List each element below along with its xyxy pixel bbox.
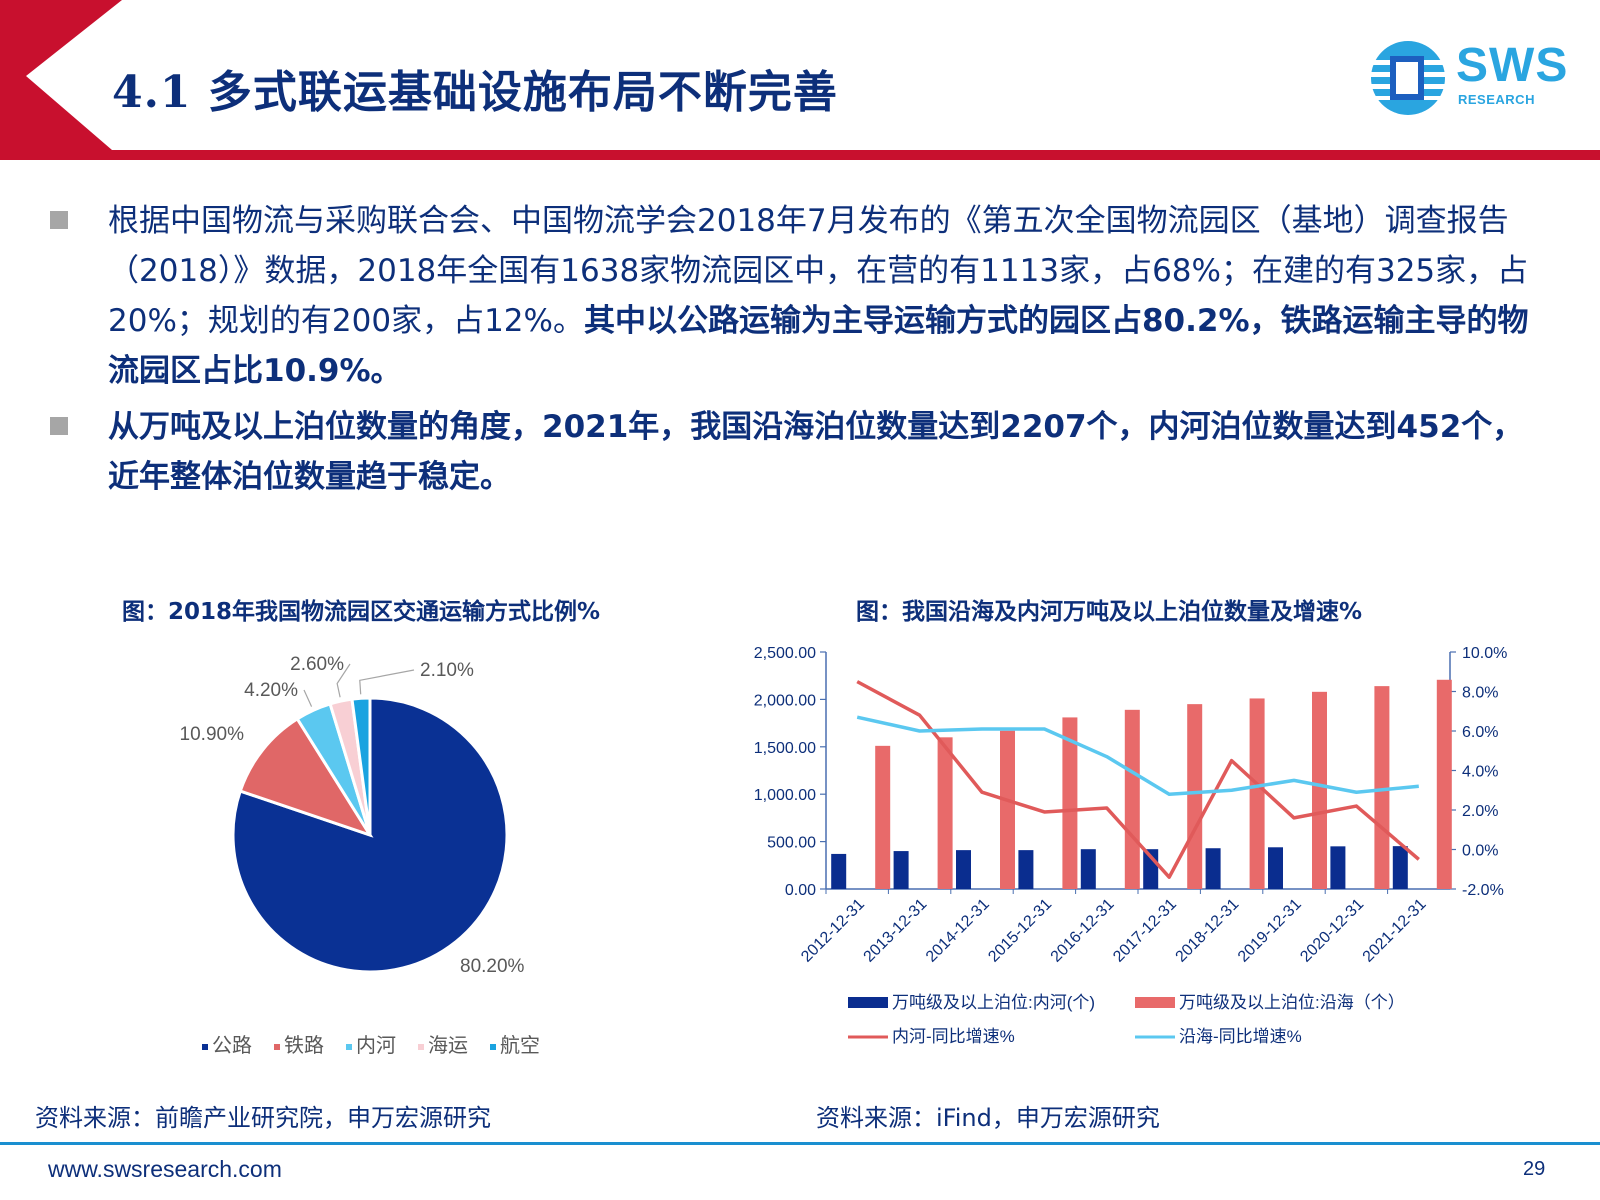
- right-tick-label: 6.0%: [1462, 724, 1498, 741]
- bar-inland: [1205, 848, 1221, 889]
- right-tick-label: 0.0%: [1462, 843, 1498, 860]
- bar-inland: [1080, 849, 1096, 889]
- page-title: 4.1 多式联运基础设施布局不断完善: [112, 67, 838, 118]
- combo-chart: 0.00 500.00 1,000.00 1,500.00 2,000.00 2,500.…: [754, 645, 1508, 1046]
- x-tick-label: 2021-12-31: [1360, 896, 1430, 966]
- pie-chart: 80.20% 10.90% 4.20% 2.60% 2.10% 公路 铁路 内河 海运 航空: [180, 654, 540, 1057]
- footer-divider: [0, 1142, 1600, 1145]
- bar-inland: [893, 851, 909, 889]
- pie-value-label: 4.20%: [244, 680, 298, 701]
- left-tick-label: 1,500.00: [754, 740, 816, 757]
- footer-url: www.swsresearch.com: [48, 1156, 282, 1182]
- combo-chart-title: 图：我国沿海及内河万吨及以上泊位数量及增速%: [856, 599, 1363, 625]
- right-tick-label: -2.0%: [1462, 882, 1504, 899]
- pie-leader-line: [303, 689, 313, 707]
- legend-label: 沿海-同比增速%: [1179, 1027, 1302, 1046]
- logo-wordmark: SWS: [1456, 39, 1569, 92]
- bar-inland: [1330, 846, 1346, 889]
- bar-inland: [1018, 850, 1034, 889]
- pie-leader-line: [359, 669, 415, 695]
- right-tick-label: 10.0%: [1462, 645, 1507, 662]
- left-tick-label: 0.00: [785, 882, 816, 899]
- bar-coastal: [1436, 679, 1452, 889]
- legend-bar-swatch: [1135, 997, 1175, 1008]
- legend-marker: [490, 1044, 496, 1050]
- bar-inland: [1268, 847, 1283, 889]
- legend-marker: [346, 1044, 352, 1050]
- bar-coastal: [937, 737, 953, 889]
- pie-leader-line: [336, 663, 351, 698]
- legend-label: 万吨级及以上泊位:沿海（个）: [1179, 993, 1405, 1012]
- x-tick-label: 2016-12-31: [1048, 896, 1118, 966]
- bullet-text: 根据中国物流与采购联合会、中国物流学会2018年7月发布的《第五次全国物流园区（…: [108, 203, 1529, 339]
- page-number: 29: [1523, 1158, 1546, 1180]
- left-tick-label: 500.00: [767, 835, 816, 852]
- right-tick-label: 4.0%: [1462, 764, 1498, 781]
- pie-source: 资料来源：前瞻产业研究院，申万宏源研究: [35, 1104, 491, 1132]
- pie-value-label: 2.10%: [420, 660, 474, 681]
- pie-chart-title: 图：2018年我国物流园区交通运输方式比例%: [122, 599, 601, 625]
- bullet-item: 从万吨及以上泊位数量的角度，2021年，我国沿海泊位数量达到2207个，内河泊位…: [50, 402, 1550, 502]
- legend-label: 内河: [356, 1034, 396, 1057]
- bar-inland: [956, 850, 971, 889]
- bar-inland: [1392, 846, 1408, 889]
- logo-subtext: RESEARCH: [1458, 92, 1535, 107]
- pie-value-label: 2.60%: [290, 654, 344, 675]
- legend-marker: [418, 1044, 424, 1050]
- x-tick-label: 2012-12-31: [798, 896, 868, 966]
- legend-marker: [274, 1044, 280, 1050]
- pie-value-label: 10.90%: [180, 724, 245, 745]
- pie-slice-铁路: [238, 716, 374, 838]
- x-tick-label: 2020-12-31: [1297, 896, 1367, 966]
- line-coastal-growth: [856, 715, 1419, 796]
- left-tick-label: 2,000.00: [754, 692, 816, 709]
- x-tick-label: 2019-12-31: [1235, 896, 1305, 966]
- bullet-bold-text: 其中以公路运输为主导运输方式的园区占80.2%，铁路运输主导的物流园区占比10.…: [108, 303, 1529, 389]
- legend-label: 万吨级及以上泊位:内河(个): [892, 993, 1095, 1012]
- bar-inland: [831, 853, 847, 889]
- legend-bar-swatch: [848, 997, 888, 1008]
- pie-value-label: 80.20%: [460, 956, 525, 977]
- legend-label: 航空: [500, 1034, 540, 1057]
- bar-coastal: [1062, 717, 1078, 889]
- x-tick-label: 2015-12-31: [985, 896, 1055, 966]
- x-tick-label: 2018-12-31: [1173, 896, 1243, 966]
- left-tick-label: 2,500.00: [754, 645, 816, 662]
- combo-source: 资料来源：iFind，申万宏源研究: [816, 1104, 1160, 1132]
- bar-coastal: [1187, 704, 1203, 889]
- bar-coastal: [1000, 730, 1015, 889]
- legend-label: 内河-同比增速%: [892, 1027, 1015, 1046]
- pie-slice-航空: [350, 696, 372, 836]
- x-tick-label: 2013-12-31: [861, 896, 931, 966]
- x-tick-label: 2017-12-31: [1110, 896, 1180, 966]
- x-tick-label: 2014-12-31: [923, 896, 993, 966]
- bullet-square-icon: [50, 211, 68, 229]
- legend-label: 海运: [428, 1034, 468, 1057]
- line-inland-growth: [856, 680, 1420, 879]
- bar-coastal: [1374, 686, 1390, 889]
- bullet-bold-text: 从万吨及以上泊位数量的角度，2021年，我国沿海泊位数量达到2207个，内河泊位…: [108, 409, 1524, 495]
- left-tick-label: 1,000.00: [754, 787, 816, 804]
- right-tick-label: 8.0%: [1462, 685, 1498, 702]
- legend-marker: [202, 1044, 208, 1050]
- legend-label: 公路: [212, 1034, 252, 1057]
- bullet-square-icon: [50, 417, 68, 435]
- sws-logo-icon: [1371, 41, 1445, 115]
- sws-logo: SWS RESEARCH: [1368, 38, 1568, 118]
- bullet-item: 根据中国物流与采购联合会、中国物流学会2018年7月发布的《第五次全国物流园区（…: [50, 196, 1550, 396]
- bullet-list: 根据中国物流与采购联合会、中国物流学会2018年7月发布的《第五次全国物流园区（…: [50, 196, 1550, 508]
- bar-coastal: [875, 745, 891, 889]
- bar-coastal: [1124, 709, 1140, 889]
- bar-coastal: [1249, 698, 1265, 889]
- right-tick-label: 2.0%: [1462, 803, 1498, 820]
- legend-label: 铁路: [284, 1034, 324, 1057]
- bar-coastal: [1312, 691, 1327, 889]
